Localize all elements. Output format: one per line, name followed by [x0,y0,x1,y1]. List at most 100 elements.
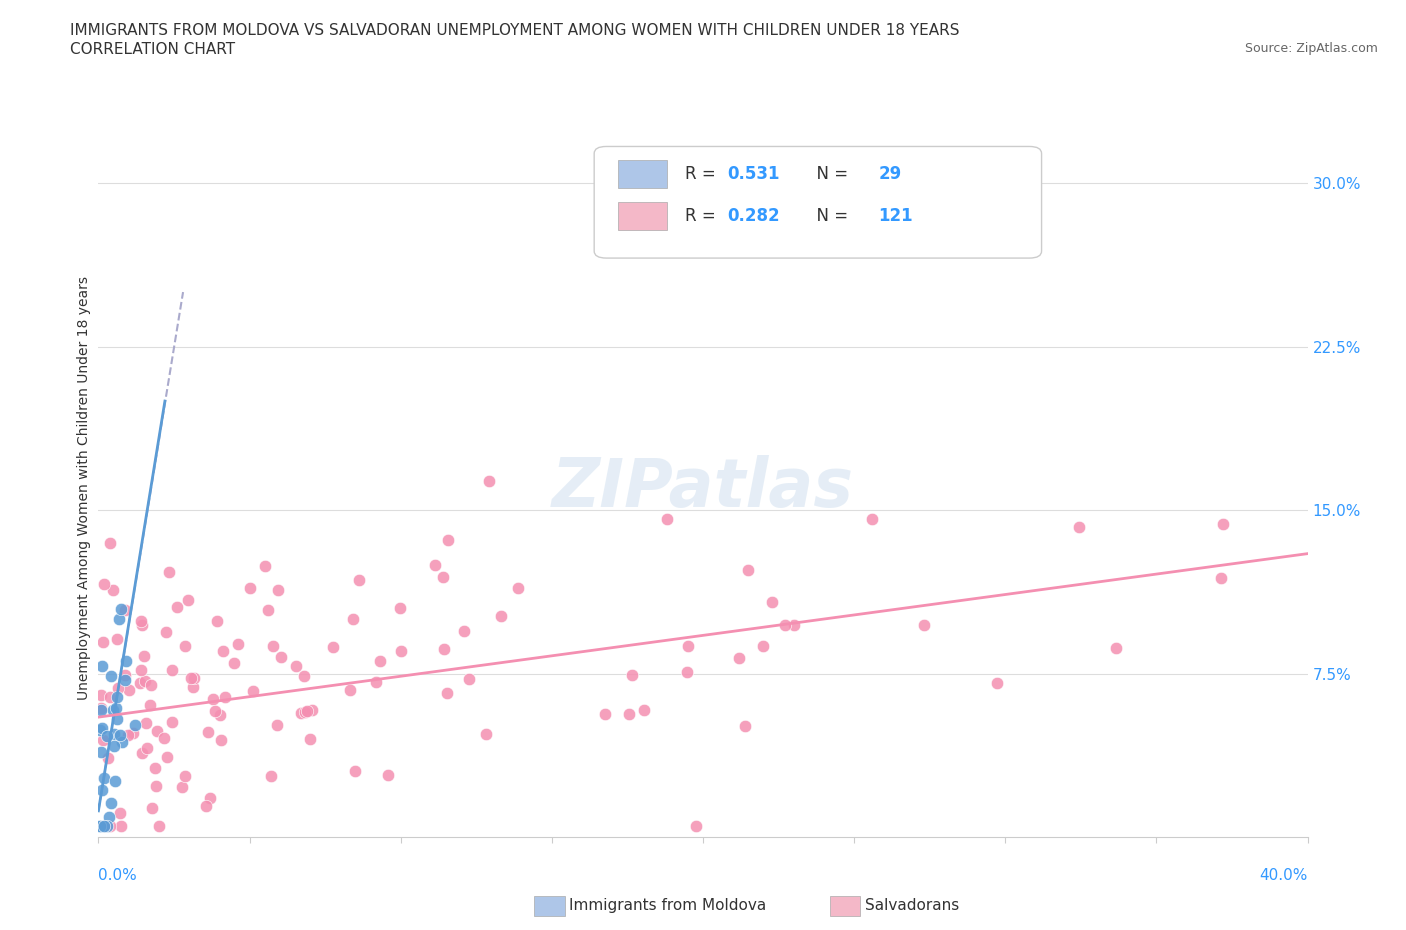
Text: R =: R = [685,166,721,183]
Point [93,577,115,591]
Text: 29: 29 [879,166,901,183]
Point [110,805,132,820]
Point [508,580,530,595]
Point [134,648,156,663]
Point [90,702,112,717]
Point [593,707,616,722]
Point [93,733,115,748]
Point [655,512,678,526]
Text: 0.0%: 0.0% [98,869,138,883]
Point [129,613,152,628]
Point [176,592,198,607]
Point [239,580,262,595]
Point [389,644,412,658]
Point [912,618,935,632]
Point [1069,520,1091,535]
Point [339,682,361,697]
Point [124,717,146,732]
Point [129,662,152,677]
Point [489,608,512,623]
Point [633,702,655,717]
Point [97,751,120,765]
Point [93,818,115,833]
Point [1105,641,1128,656]
Point [174,768,197,783]
Point [105,701,128,716]
Point [298,732,321,747]
Text: N =: N = [806,207,853,225]
Point [93,818,115,833]
Point [423,558,446,573]
Point [134,673,156,688]
Point [453,624,475,639]
Point [160,715,183,730]
Point [226,636,249,651]
Point [96,818,118,833]
Point [254,558,277,573]
Point [197,724,219,739]
Point [89,723,111,737]
Point [262,639,284,654]
Point [751,639,773,654]
Text: 0.531: 0.531 [727,166,780,183]
Point [436,533,458,548]
Point [678,639,700,654]
Point [105,712,128,727]
Point [148,818,170,833]
Text: IMMIGRANTS FROM MOLDOVA VS SALVADORAN UNEMPLOYMENT AMONG WOMEN WITH CHILDREN UND: IMMIGRANTS FROM MOLDOVA VS SALVADORAN UN… [70,23,960,38]
Bar [619,203,666,231]
Text: CORRELATION CHART: CORRELATION CHART [70,42,235,57]
Point [685,818,707,833]
Point [136,740,159,755]
Point [377,767,399,782]
Point [242,684,264,698]
Point [209,733,232,748]
Point [170,779,193,794]
Text: Source: ZipAtlas.com: Source: ZipAtlas.com [1244,42,1378,55]
Text: R =: R = [685,207,721,225]
Point [98,535,121,550]
Text: 0.282: 0.282 [727,207,780,225]
Point [100,669,122,684]
Point [90,700,112,715]
Point [98,809,121,824]
Point [89,818,111,833]
Point [107,681,129,696]
Point [141,801,163,816]
Point [160,663,183,678]
Point [108,612,131,627]
Point [222,655,245,670]
Point [181,679,204,694]
Point [860,512,883,526]
Point [114,603,136,618]
Point [475,726,498,741]
Point [110,818,132,833]
Point [211,644,233,658]
Point [734,719,756,734]
Point [180,671,202,685]
Point [110,602,132,617]
Point [368,653,391,668]
Point [737,563,759,578]
Point [115,653,138,668]
Point [195,799,218,814]
Point [156,750,179,764]
Point [432,570,454,585]
Point [174,639,197,654]
Point [207,613,229,628]
Point [93,770,115,785]
Point [152,731,174,746]
Point [761,594,783,609]
Point [366,675,388,690]
Point [166,599,188,614]
Point [98,818,121,833]
Point [157,565,180,579]
Point [91,658,114,673]
Point [214,689,236,704]
Point [773,618,796,632]
Point [322,640,344,655]
Point [111,735,134,750]
Point [101,702,124,717]
Point [301,703,323,718]
FancyBboxPatch shape [595,147,1042,259]
